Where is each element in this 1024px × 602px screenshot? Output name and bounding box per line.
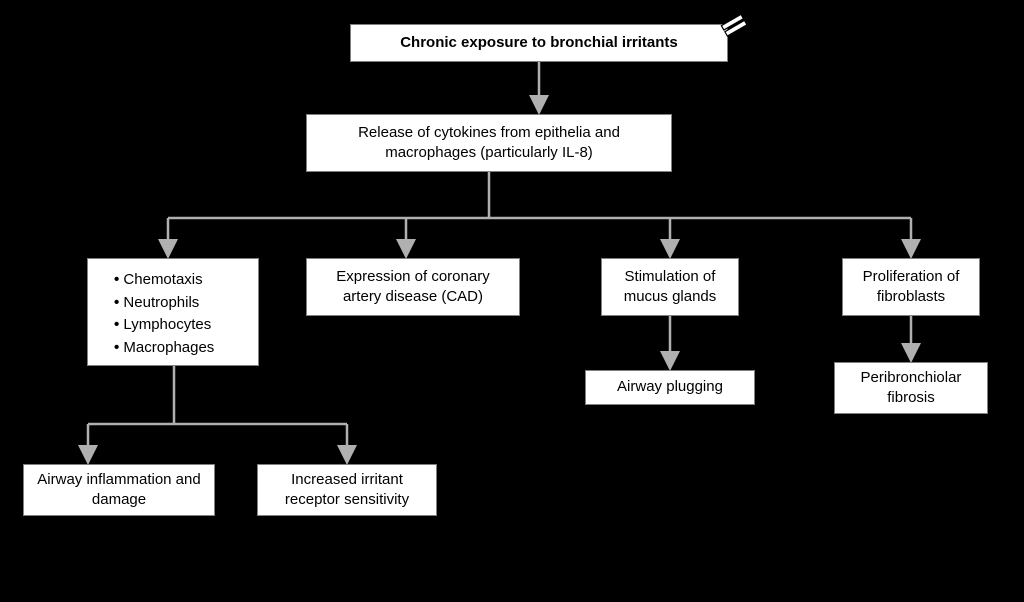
cigarette-icon [718, 8, 754, 38]
node-label: Release of cytokines from epithelia and … [319, 123, 659, 164]
node-label: Chronic exposure to bronchial irritants [400, 33, 678, 53]
node-label: Peribronchiolar fibrosis [847, 368, 975, 409]
node-label: Airway plugging [617, 377, 723, 397]
node-fibroblast-proliferation: Proliferation of fibroblasts [842, 258, 980, 316]
bullet-item: Macrophages [114, 337, 240, 360]
node-airway-plugging: Airway plugging [585, 370, 755, 405]
bullet-item: Neutrophils [114, 292, 240, 315]
node-label: Proliferation of fibroblasts [855, 267, 967, 308]
node-receptor-sensitivity: Increased irritant receptor sensitivity [257, 464, 437, 516]
bullet-item: Chemotaxis [114, 269, 240, 292]
node-mucus-stimulation: Stimulation of mucus glands [601, 258, 739, 316]
node-cytokine-release: Release of cytokines from epithelia and … [306, 114, 672, 172]
node-cell-list: Chemotaxis Neutrophils Lymphocytes Macro… [87, 258, 259, 366]
node-chronic-exposure: Chronic exposure to bronchial irritants [350, 24, 728, 62]
node-label: Stimulation of mucus glands [614, 267, 726, 308]
node-label: Airway inflammation and damage [36, 470, 202, 511]
node-label: Increased irritant receptor sensitivity [270, 470, 424, 511]
node-peribronchiolar-fibrosis: Peribronchiolar fibrosis [834, 362, 988, 414]
node-label: Expression of coronary artery disease (C… [319, 267, 507, 308]
node-cad-expression: Expression of coronary artery disease (C… [306, 258, 520, 316]
bullet-item: Lymphocytes [114, 314, 240, 337]
node-airway-inflammation: Airway inflammation and damage [23, 464, 215, 516]
